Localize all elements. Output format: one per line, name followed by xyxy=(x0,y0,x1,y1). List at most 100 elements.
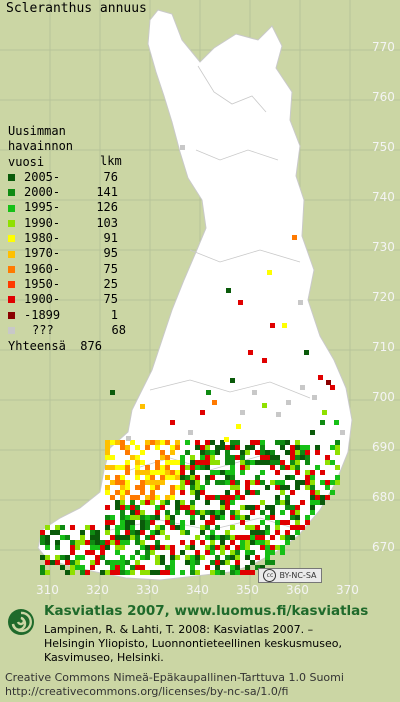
record-cell xyxy=(190,560,195,565)
record-cell xyxy=(200,485,205,490)
record-cell xyxy=(265,450,270,455)
record-cell xyxy=(90,525,95,530)
record-cell xyxy=(150,545,155,550)
record-cell xyxy=(220,500,225,505)
record-cell xyxy=(115,525,120,530)
record-cell xyxy=(195,490,200,495)
record-cell xyxy=(205,460,210,465)
record-cell xyxy=(230,455,235,460)
legend-period: 1990- xyxy=(24,215,61,230)
record-cell xyxy=(295,525,300,530)
record-cell xyxy=(175,470,180,475)
record-cell xyxy=(275,495,280,500)
y-axis-label: 720 xyxy=(372,290,395,304)
record-cell xyxy=(240,520,245,525)
record-cell xyxy=(225,545,230,550)
record-cell xyxy=(335,445,340,450)
record-cell xyxy=(135,510,140,515)
record-cell xyxy=(245,505,250,510)
record-cell xyxy=(260,470,265,475)
record-cell xyxy=(190,570,195,575)
record-cell xyxy=(250,530,255,535)
record-cell xyxy=(235,485,240,490)
record-cell xyxy=(325,480,330,485)
record-cell xyxy=(205,465,210,470)
record-cell xyxy=(265,550,270,555)
record-cell xyxy=(150,485,155,490)
record-cell xyxy=(105,485,110,490)
record-cell xyxy=(125,460,130,465)
record-cell xyxy=(55,560,60,565)
record-cell xyxy=(175,485,180,490)
record-cell xyxy=(85,550,90,555)
record-cell xyxy=(295,465,300,470)
legend-period: 1995- xyxy=(24,200,61,215)
record-cell xyxy=(125,485,130,490)
record-cell xyxy=(115,490,120,495)
record-cell xyxy=(185,465,190,470)
record-cell xyxy=(270,465,275,470)
record-cell xyxy=(330,490,335,495)
record-cell xyxy=(115,530,120,535)
record-cell xyxy=(245,545,250,550)
record-cell xyxy=(120,570,125,575)
record-cell xyxy=(85,570,90,575)
record-cell xyxy=(95,530,100,535)
record-cell xyxy=(270,550,275,555)
record-cell xyxy=(140,480,145,485)
record-cell xyxy=(195,550,200,555)
record-cell xyxy=(185,555,190,560)
record-cell xyxy=(220,545,225,550)
record-cell xyxy=(230,475,235,480)
record-cell xyxy=(120,465,125,470)
record-cell xyxy=(135,535,140,540)
record-cell xyxy=(140,530,145,535)
record-cell xyxy=(110,515,115,520)
record-cell xyxy=(160,560,165,565)
record-cell xyxy=(130,520,135,525)
record-cell xyxy=(150,495,155,500)
record-cell xyxy=(115,440,120,445)
record-cell xyxy=(95,555,100,560)
record-cell xyxy=(105,450,110,455)
record-cell xyxy=(110,455,115,460)
record-cell xyxy=(165,545,170,550)
record-cell xyxy=(180,465,185,470)
record-cell xyxy=(220,480,225,485)
record-cell xyxy=(230,470,235,475)
record-cell xyxy=(205,525,210,530)
record-cell xyxy=(230,550,235,555)
record-cell xyxy=(295,515,300,520)
record-cell xyxy=(225,450,230,455)
license-line: Creative Commons Nimeä-Epäkaupallinen-Ta… xyxy=(5,671,344,684)
record-cell xyxy=(195,570,200,575)
cc-icon: cc xyxy=(263,569,277,582)
record-cell xyxy=(190,485,195,490)
record-cell xyxy=(165,440,170,445)
record-cell xyxy=(212,400,217,405)
record-cell xyxy=(190,565,195,570)
record-cell xyxy=(120,500,125,505)
record-cell xyxy=(280,535,285,540)
record-cell xyxy=(200,465,205,470)
record-cell xyxy=(115,480,120,485)
legend-period: -1899 xyxy=(24,307,61,322)
record-cell xyxy=(120,525,125,530)
record-cell xyxy=(135,550,140,555)
record-cell xyxy=(120,555,125,560)
record-cell xyxy=(240,570,245,575)
record-cell xyxy=(255,530,260,535)
record-cell xyxy=(226,288,231,293)
record-cell xyxy=(250,460,255,465)
record-cell xyxy=(224,437,229,442)
legend-header: Uusimman havainnon vuosi xyxy=(8,124,126,170)
record-cell xyxy=(195,445,200,450)
record-cell xyxy=(215,560,220,565)
record-cell xyxy=(260,510,265,515)
record-cell xyxy=(195,555,200,560)
citation: Lampinen, R. & Lahti, T. 2008: Kasviatla… xyxy=(44,623,342,665)
legend-row: -1899 1 xyxy=(8,308,126,323)
record-cell xyxy=(205,450,210,455)
record-cell xyxy=(265,515,270,520)
record-cell xyxy=(225,480,230,485)
